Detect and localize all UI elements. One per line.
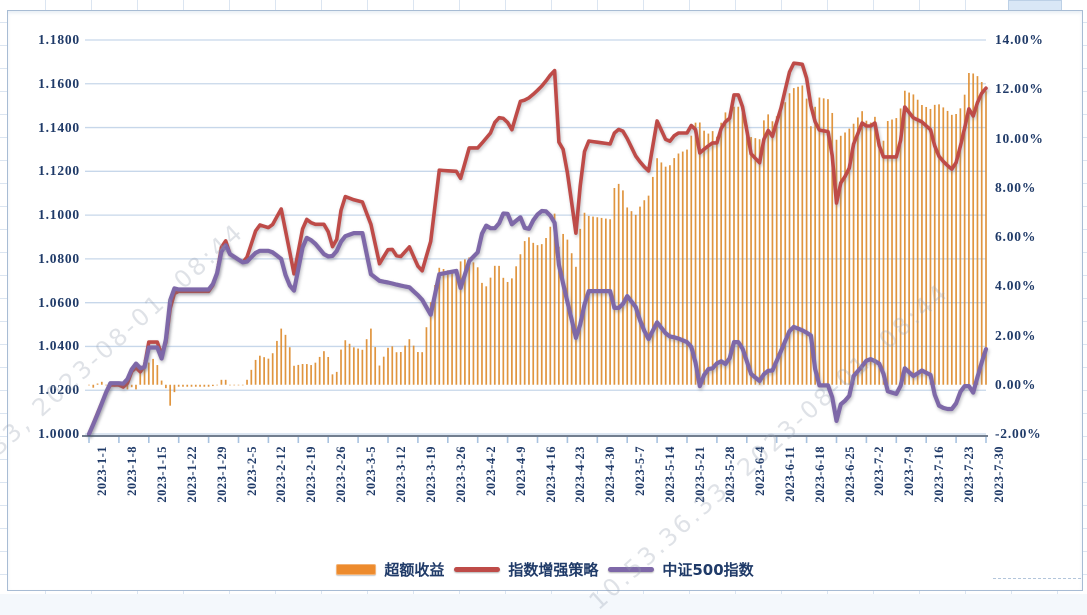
x-axis-tick-label: 2023-5-21 xyxy=(693,446,707,503)
x-axis-tick-label: 2023-4-9 xyxy=(513,446,528,496)
left-axis-tick-label: 1.0600 xyxy=(38,294,80,310)
right-axis-tick-label: 0.00% xyxy=(995,376,1037,392)
left-axis-tick-label: 1.0200 xyxy=(38,382,80,398)
x-axis-tick-label: 2023-2-19 xyxy=(304,446,319,503)
x-axis-tick-label: 2023-7-16 xyxy=(932,446,947,503)
legend-label: 中证500指数 xyxy=(662,561,754,579)
x-axis-tick-label: 2023-4-2 xyxy=(483,446,498,496)
index-line-swatch-icon xyxy=(608,567,655,572)
left-axis-tick-label: 1.0400 xyxy=(38,338,80,354)
x-axis-tick-label: 2023-7-23 xyxy=(962,446,977,503)
left-axis-tick-label: 1.1600 xyxy=(38,75,80,91)
right-axis-tick-label: 14.00% xyxy=(995,32,1044,47)
excess-return-swatch-icon xyxy=(336,564,377,575)
x-axis-tick-label: 2023-6-25 xyxy=(842,446,857,503)
right-axis-tick-label: 12.00% xyxy=(995,81,1044,97)
left-axis-tick-label: 1.1400 xyxy=(38,119,80,135)
chart-legend: 超额收益 指数增强策略 中证500指数 xyxy=(8,559,1082,580)
x-axis-tick-label: 2023-6-18 xyxy=(812,446,827,503)
plot-area xyxy=(82,39,989,443)
x-axis-tick-label: 2023-6-11 xyxy=(782,446,797,502)
x-axis-tick-label: 2023-3-19 xyxy=(423,446,438,503)
x-axis-tick-label: 2023-5-14 xyxy=(663,446,678,503)
x-axis-tick-label: 2023-3-5 xyxy=(364,446,379,496)
x-axis-tick-label: 2023-3-26 xyxy=(453,446,468,503)
legend-label: 指数增强策略 xyxy=(508,561,599,579)
x-axis-tick-label: 2023-1-8 xyxy=(124,446,139,496)
right-axis-tick-label: 4.00% xyxy=(995,278,1037,294)
chart-frame: 1.1800 1.1600 1.1400 1.1200 1.1000 1.0800 1.06… xyxy=(0,10,1083,615)
x-axis-tick-label: 2023-1-29 xyxy=(214,446,229,503)
excess-return-bars[interactable] xyxy=(88,73,987,406)
left-axis-tick-label: 1.0000 xyxy=(38,426,80,441)
x-axis-tick-label: 2023-7-9 xyxy=(902,446,917,496)
right-axis-tick-label: -2.00% xyxy=(995,426,1042,441)
x-axis-ticks xyxy=(88,437,987,443)
right-axis-tick-label: 6.00% xyxy=(995,229,1037,244)
right-axis-tick-label: 8.00% xyxy=(995,179,1037,195)
x-axis-tick-label: 2023-1-15 xyxy=(154,446,169,503)
x-axis-tick-label: 2023-1-22 xyxy=(184,446,199,503)
x-axis-tick-label: 2023-2-5 xyxy=(244,446,259,496)
x-axis-tick-label: 2023-4-23 xyxy=(573,446,588,503)
x-axis-tick-label: 2023-7-2 xyxy=(872,446,887,496)
page-break-line xyxy=(993,578,1081,579)
gridlines xyxy=(85,39,986,435)
legend-item-strategy[interactable]: 指数增强策略 xyxy=(454,559,598,580)
legend-item-index[interactable]: 中证500指数 xyxy=(608,559,754,580)
index-line[interactable] xyxy=(86,208,989,437)
left-axis-tick-label: 1.1200 xyxy=(38,163,80,179)
x-axis-tick-label: 2023-5-7 xyxy=(633,446,648,496)
x-axis-tick-label: 2023-5-28 xyxy=(722,446,737,503)
left-axis-tick-label: 1.0800 xyxy=(38,250,80,266)
left-axis-tick-label: 1.1800 xyxy=(38,32,80,47)
x-axis-tick-label: 2023-1-1 xyxy=(95,446,109,496)
right-axis-tick-label: 10.00% xyxy=(995,130,1044,146)
legend-item-excess-return[interactable]: 超额收益 xyxy=(336,559,444,580)
x-axis-tick-label: 2023-2-12 xyxy=(274,446,289,503)
x-axis-tick-label: 2023-4-16 xyxy=(543,446,558,503)
left-axis-tick-label: 1.1000 xyxy=(38,207,80,223)
x-axis-tick-label: 2023-4-30 xyxy=(603,446,618,503)
strategy-line-swatch-icon xyxy=(454,567,501,572)
x-axis-tick-label: 2023-6-4 xyxy=(752,446,767,496)
x-axis-tick-label: 2023-3-12 xyxy=(394,446,408,503)
x-axis-tick-label: 2023-7-30 xyxy=(992,446,1006,503)
x-axis-tick-label: 2023-2-26 xyxy=(334,446,349,503)
right-axis-tick-label: 2.00% xyxy=(995,327,1037,343)
legend-label: 超额收益 xyxy=(384,561,445,579)
